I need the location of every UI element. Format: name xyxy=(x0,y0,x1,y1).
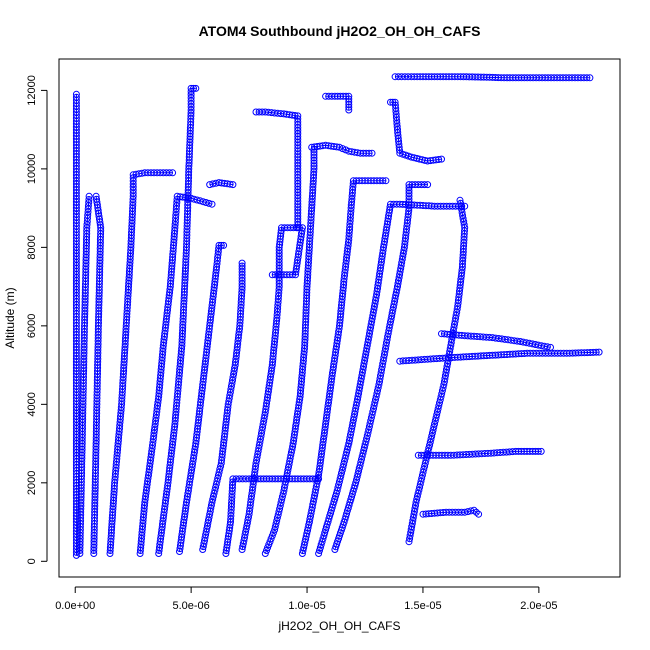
series-18 xyxy=(387,98,445,165)
data-point xyxy=(266,538,274,546)
data-point xyxy=(294,224,302,232)
y-tick-label: 8000 xyxy=(26,235,38,259)
data-point xyxy=(365,149,373,157)
series-3 xyxy=(106,169,177,557)
data-point xyxy=(586,74,594,82)
y-tick-label: 10000 xyxy=(26,154,38,185)
data-point xyxy=(72,93,80,101)
data-point xyxy=(379,177,387,185)
series-21 xyxy=(396,348,603,365)
series-1 xyxy=(76,192,93,557)
data-point xyxy=(456,196,464,204)
data-point xyxy=(217,241,225,249)
x-tick-label: 2.0e-05 xyxy=(520,600,557,612)
x-tick-label: 1.5e-05 xyxy=(404,600,441,612)
data-point xyxy=(421,181,428,189)
series-line xyxy=(325,95,350,110)
data-point xyxy=(435,156,443,163)
data-point xyxy=(238,262,246,270)
data-point xyxy=(534,447,542,455)
x-tick-label: 1.0e-05 xyxy=(288,600,325,612)
series-0 xyxy=(72,90,80,559)
data-point xyxy=(268,271,276,279)
data-point xyxy=(192,84,200,92)
data-point xyxy=(294,221,302,229)
data-point xyxy=(472,508,480,516)
plot-frame xyxy=(58,58,621,578)
chart-title: ATOM4 Southbound jH2O2_OH_OH_CAFS xyxy=(199,23,481,39)
data-point xyxy=(226,180,234,188)
data-point xyxy=(382,177,390,185)
y-tick-label: 6000 xyxy=(26,314,38,338)
data-point xyxy=(583,74,591,82)
series-22 xyxy=(419,506,483,518)
data-point xyxy=(85,196,93,203)
series-23 xyxy=(414,447,545,459)
series-13 xyxy=(298,177,390,557)
data-point xyxy=(424,181,432,189)
series-12 xyxy=(261,145,318,557)
data-point xyxy=(438,155,445,163)
axes-layer: 0.0e+00 5.0e-06 1.0e-05 1.5e-05 2.0e-05 0 2000… xyxy=(26,75,558,612)
series-5 xyxy=(155,84,200,557)
series-7 xyxy=(199,259,246,553)
data-point xyxy=(271,271,279,279)
series-11 xyxy=(252,108,302,232)
data-point xyxy=(457,199,465,207)
series-10 xyxy=(238,224,306,553)
data-point xyxy=(72,90,80,98)
series-19 xyxy=(391,73,594,82)
series-line xyxy=(256,111,299,228)
data-point xyxy=(187,84,195,92)
y-axis-title: Altitude (m) xyxy=(3,287,17,348)
data-point xyxy=(547,343,554,351)
data-point xyxy=(205,199,213,207)
x-tick-label: 5.0e-06 xyxy=(172,600,209,612)
data-point xyxy=(387,98,394,106)
series-15 xyxy=(322,92,353,114)
data-point xyxy=(368,149,376,157)
series-2 xyxy=(90,192,105,557)
y-tick-label: 2000 xyxy=(26,471,38,495)
data-point xyxy=(220,241,228,249)
data-point xyxy=(93,195,100,203)
data-point xyxy=(229,181,237,189)
y-tick-label: 4000 xyxy=(26,392,38,416)
data-point xyxy=(345,103,353,111)
data-point xyxy=(208,200,216,208)
data-point xyxy=(339,145,347,153)
data-point xyxy=(537,447,545,455)
series-6 xyxy=(176,241,228,555)
series-17 xyxy=(331,181,432,553)
data-point xyxy=(592,348,600,356)
y-tick-label: 12000 xyxy=(26,75,38,106)
y-tick-label: 0 xyxy=(26,558,38,564)
data-point xyxy=(595,348,603,356)
series-8 xyxy=(206,179,237,189)
data-point xyxy=(470,506,478,514)
series-20 xyxy=(405,196,469,546)
data-point xyxy=(215,241,223,249)
data-point xyxy=(190,84,197,92)
data-point xyxy=(543,343,551,351)
data-point xyxy=(475,510,483,518)
data-point xyxy=(238,259,246,267)
series-line xyxy=(408,200,466,542)
x-axis-title: jH2O2_OH_OH_CAFS xyxy=(277,619,400,633)
data-layer xyxy=(72,73,603,559)
data-point xyxy=(345,106,353,114)
data-point xyxy=(166,169,173,177)
data-point xyxy=(92,192,100,200)
series-14 xyxy=(308,141,376,157)
data-point xyxy=(169,169,177,177)
data-point xyxy=(85,192,93,200)
x-tick-label: 0.0e+00 xyxy=(55,600,95,612)
series-24 xyxy=(438,330,554,351)
data-point xyxy=(336,143,343,151)
